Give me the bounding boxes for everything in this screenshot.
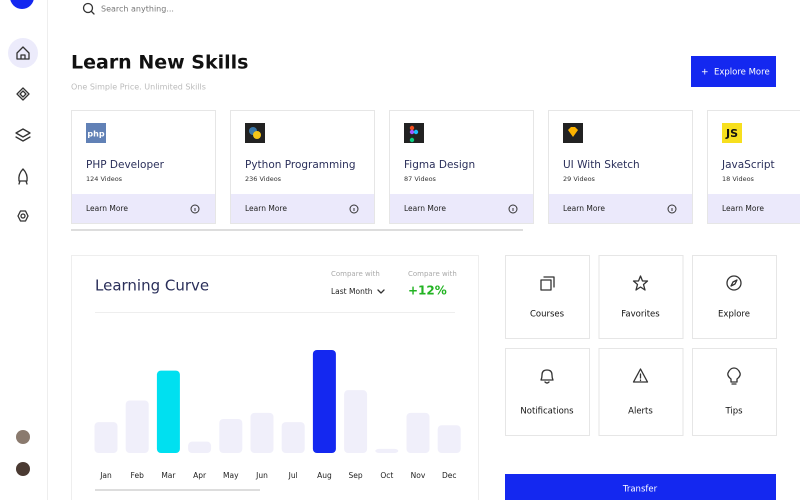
tile-icon — [540, 276, 555, 291]
bar — [125, 400, 149, 453]
shortcut-tile[interactable] — [692, 348, 777, 436]
icon-shape — [413, 129, 419, 135]
shortcut-tile[interactable] — [505, 348, 590, 436]
transfer-button[interactable] — [505, 474, 776, 500]
course-title: JavaScript — [721, 159, 775, 171]
course-icon — [404, 123, 424, 143]
chevron[interactable] — [377, 289, 385, 294]
tile-label: Tips — [724, 407, 743, 417]
info-icon — [667, 204, 677, 214]
bar — [375, 448, 399, 453]
x-tick-label: Jan — [99, 471, 112, 480]
compare-select[interactable]: Last Month — [331, 287, 373, 296]
transfer-label: Transfer — [622, 485, 658, 495]
search-input[interactable]: Search anything... — [101, 5, 174, 14]
page-subtitle: One Simple Price. Unlimited Skills — [71, 83, 206, 92]
compare-label: Compare with — [408, 270, 457, 278]
course-icon — [722, 123, 742, 143]
shortcut-tile[interactable] — [598, 348, 684, 436]
course-title: Figma Design — [404, 159, 475, 171]
bar — [219, 419, 243, 453]
course-count: 18 Videos — [722, 175, 755, 183]
search-icon — [82, 2, 95, 15]
info-icon — [508, 204, 518, 214]
avatar[interactable] — [16, 430, 30, 444]
x-tick-label: Sep — [349, 471, 363, 480]
x-tick-label: Mar — [161, 471, 176, 480]
x-tick-label: Feb — [131, 471, 145, 480]
bar — [156, 370, 180, 453]
chart-panel — [71, 255, 479, 500]
bar — [344, 390, 368, 453]
learn-more[interactable]: Learn More — [245, 204, 287, 213]
course-title: UI With Sketch — [563, 159, 640, 171]
icon-shape — [568, 127, 578, 137]
page-title: Learn New Skills — [71, 52, 248, 74]
bar — [188, 441, 212, 453]
bar — [312, 350, 336, 453]
shortcut-tile[interactable] — [598, 255, 684, 339]
tile-icon — [632, 368, 649, 383]
tile-icon — [726, 275, 742, 291]
course-icon — [86, 123, 106, 143]
tile-label: Alerts — [628, 407, 653, 417]
tile-label: Courses — [530, 310, 565, 320]
course-count: 29 Videos — [563, 175, 596, 183]
explore-button[interactable] — [691, 56, 776, 87]
course-icon-label: php — [87, 130, 104, 139]
course-title: PHP Developer — [86, 159, 165, 171]
icon-shape — [409, 129, 415, 135]
info-icon — [190, 204, 200, 214]
x-tick-label: May — [223, 471, 239, 480]
compare-label: Compare with — [331, 270, 380, 278]
learn-more[interactable]: Learn More — [404, 204, 446, 213]
chart-title: Learning Curve — [95, 277, 209, 295]
tile-label: Notifications — [520, 407, 574, 417]
tile-label: Explore — [718, 310, 750, 320]
course-count: 124 Videos — [86, 175, 123, 183]
learn-more[interactable]: Learn More — [86, 204, 128, 213]
tile-icon — [632, 275, 649, 291]
plus: + — [701, 68, 709, 78]
info-icon — [349, 204, 359, 214]
icon-shape — [409, 137, 415, 143]
course-count: 87 Videos — [404, 175, 437, 183]
icon-shape — [253, 131, 261, 139]
x-tick-label: Apr — [193, 471, 207, 480]
learn-more[interactable]: Learn More — [722, 204, 764, 213]
nav-icons[interactable] — [15, 46, 31, 222]
course-count: 236 Videos — [245, 175, 282, 183]
explore-button-label: Explore More — [714, 68, 770, 78]
x-tick-label: Dec — [442, 471, 457, 480]
avatar[interactable] — [16, 462, 30, 476]
x-tick-label: Aug — [317, 471, 332, 480]
bar — [437, 425, 461, 453]
x-tick-label: Jul — [288, 471, 298, 480]
card-footer — [708, 194, 800, 223]
course-icon-label: JS — [725, 127, 738, 140]
bar — [94, 422, 118, 453]
shortcut-tile[interactable] — [505, 255, 590, 339]
tile-icon — [727, 367, 741, 385]
bar — [250, 412, 274, 453]
learn-more[interactable]: Learn More — [563, 204, 605, 213]
tile-icon — [540, 369, 554, 384]
nav-active — [8, 38, 38, 68]
course-title: Python Programming — [245, 159, 356, 171]
logo[interactable] — [10, 0, 34, 9]
x-tick-label: Jun — [255, 471, 268, 480]
x-tick-label: Nov — [411, 471, 426, 480]
bar — [281, 422, 305, 453]
icon-shape — [409, 125, 415, 131]
x-tick-label: Oct — [380, 471, 393, 480]
compare-value: +12% — [408, 284, 447, 298]
tile-label: Favorites — [621, 310, 660, 320]
bar — [406, 412, 430, 453]
shortcut-tile[interactable] — [692, 255, 777, 339]
